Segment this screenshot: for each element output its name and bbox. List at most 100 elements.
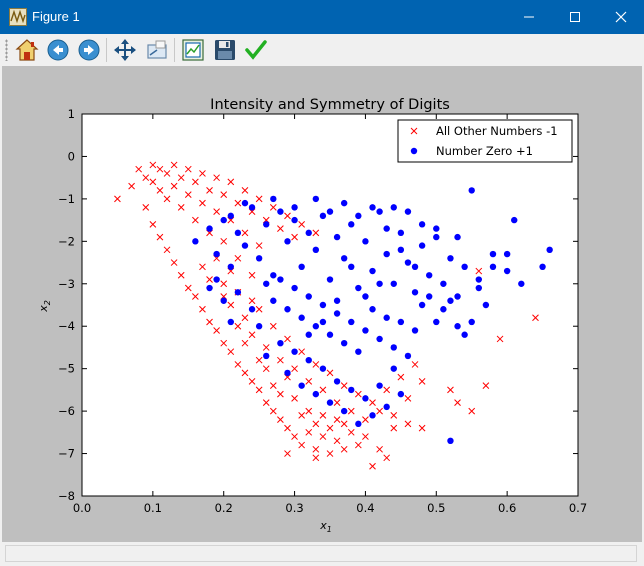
point-number-zero xyxy=(319,301,327,309)
point-number-zero xyxy=(397,229,405,237)
x-axis-label: x1 xyxy=(319,519,332,534)
point-other-numbers xyxy=(220,191,228,198)
zoom-rect-icon xyxy=(147,40,167,59)
toolbar-separator xyxy=(174,38,175,62)
y-axis-label: x2 xyxy=(37,300,52,313)
point-other-numbers xyxy=(156,187,164,194)
point-other-numbers xyxy=(340,445,348,453)
back-button[interactable] xyxy=(45,37,71,63)
point-other-numbers xyxy=(269,382,277,389)
status-message xyxy=(5,545,637,562)
point-other-numbers xyxy=(390,424,398,432)
point-other-numbers xyxy=(418,424,426,432)
close-button[interactable] xyxy=(598,0,644,34)
forward-button[interactable] xyxy=(76,37,102,63)
point-number-zero xyxy=(447,297,454,304)
point-other-numbers xyxy=(170,161,178,169)
point-number-zero xyxy=(475,276,482,283)
point-number-zero xyxy=(348,386,355,394)
matplotlib-icon xyxy=(9,8,27,26)
legend: All Other Numbers -1 Number Zero +1 xyxy=(397,119,573,163)
point-number-zero xyxy=(326,276,334,283)
point-other-numbers xyxy=(170,259,178,266)
point-number-zero xyxy=(227,212,234,220)
point-number-zero xyxy=(440,306,447,313)
point-number-zero xyxy=(411,327,419,334)
window-titlebar[interactable]: Figure 1 xyxy=(0,0,644,34)
point-other-numbers xyxy=(184,165,192,173)
point-other-numbers xyxy=(532,314,539,322)
pan-button[interactable] xyxy=(112,37,138,63)
data-points xyxy=(114,161,553,470)
point-number-zero xyxy=(362,327,369,334)
point-other-numbers xyxy=(496,335,504,343)
point-number-zero xyxy=(192,238,199,245)
point-other-numbers xyxy=(199,305,206,313)
point-number-zero xyxy=(454,233,461,241)
maximize-button[interactable] xyxy=(552,0,598,34)
point-number-zero xyxy=(340,340,348,347)
edit-axis-button[interactable] xyxy=(243,37,269,63)
x-tick-label: 0.2 xyxy=(215,501,233,515)
point-other-numbers xyxy=(269,407,277,415)
point-number-zero xyxy=(369,306,376,313)
legend-label-0: All Other Numbers -1 xyxy=(436,124,558,138)
legend-label-1: Number Zero +1 xyxy=(436,144,533,158)
point-other-numbers xyxy=(163,246,171,254)
figure-canvas[interactable]: Intensity and Symmetry of Digits 0.0 0.1 0… xyxy=(2,66,642,542)
point-other-numbers xyxy=(354,390,362,398)
save-button[interactable] xyxy=(212,37,238,63)
point-number-zero xyxy=(340,199,348,207)
point-number-zero xyxy=(355,348,362,355)
x-tick-label: 0.0 xyxy=(73,501,91,515)
minimize-button[interactable] xyxy=(506,0,552,34)
point-number-zero xyxy=(333,310,341,317)
point-number-zero xyxy=(277,208,284,215)
point-number-zero xyxy=(326,208,334,215)
point-number-zero xyxy=(383,314,390,321)
point-other-numbers xyxy=(114,195,121,203)
point-number-zero xyxy=(369,267,376,275)
point-number-zero xyxy=(248,306,256,313)
point-other-numbers xyxy=(142,174,150,182)
point-other-numbers xyxy=(184,284,192,292)
point-number-zero xyxy=(333,297,341,304)
point-other-numbers xyxy=(220,237,228,245)
point-number-zero xyxy=(291,216,298,224)
point-other-numbers xyxy=(213,208,220,215)
point-number-zero xyxy=(298,314,305,321)
point-other-numbers xyxy=(319,386,327,394)
point-other-numbers xyxy=(255,195,263,203)
point-number-zero xyxy=(312,195,320,203)
point-other-numbers xyxy=(149,161,157,169)
point-other-numbers xyxy=(298,441,306,449)
point-other-numbers xyxy=(319,412,327,419)
chart-title: Intensity and Symmetry of Digits xyxy=(210,97,450,113)
zoom-button[interactable] xyxy=(144,37,170,63)
floppy-disk-icon xyxy=(215,40,235,60)
point-number-zero xyxy=(376,208,383,215)
point-other-numbers xyxy=(383,454,391,462)
point-other-numbers xyxy=(362,416,369,423)
point-other-numbers xyxy=(262,344,270,351)
point-other-numbers xyxy=(454,399,461,406)
point-other-numbers xyxy=(227,178,235,186)
plot-area xyxy=(81,113,579,497)
point-other-numbers xyxy=(468,407,476,415)
point-number-zero xyxy=(312,323,320,330)
point-number-zero xyxy=(355,420,362,428)
point-other-numbers xyxy=(284,450,291,457)
home-button[interactable] xyxy=(14,37,40,63)
point-other-numbers xyxy=(291,365,298,373)
point-other-numbers xyxy=(369,399,376,406)
home-icon xyxy=(15,39,39,61)
point-other-numbers xyxy=(149,178,157,186)
toolbar-grip[interactable] xyxy=(5,39,8,61)
point-number-zero xyxy=(284,238,291,245)
point-number-zero xyxy=(454,293,461,300)
point-other-numbers xyxy=(298,348,306,356)
close-icon xyxy=(615,11,627,23)
subplots-button[interactable] xyxy=(180,37,206,63)
legend-box xyxy=(397,119,573,163)
point-other-numbers xyxy=(234,254,242,262)
